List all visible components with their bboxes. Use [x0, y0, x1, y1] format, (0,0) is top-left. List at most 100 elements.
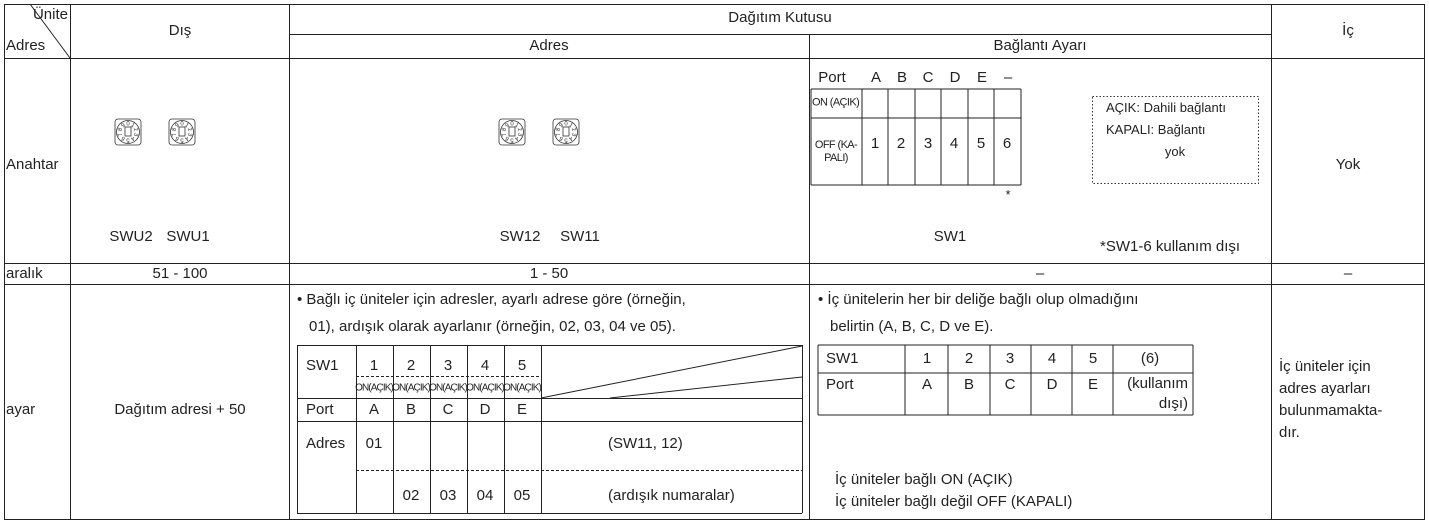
- cell-text: C: [442, 401, 454, 418]
- dial-digit: 2: [186, 127, 193, 133]
- cell-text: • İç ünitelerin her bir deliğe bağlı olu…: [818, 291, 1139, 308]
- dial-digit: 8: [501, 127, 508, 133]
- cell-text: SW1: [306, 357, 339, 374]
- cell-text: 5: [517, 357, 527, 374]
- cell-text: SW1: [933, 228, 967, 245]
- cell-text: B: [896, 69, 908, 86]
- cell-text: 5: [1088, 350, 1098, 367]
- cell-text: 03: [439, 487, 457, 504]
- dial-digit: 9: [120, 122, 127, 129]
- dial-digit: 3: [132, 132, 139, 138]
- cell-text: 2: [964, 350, 974, 367]
- rule: [609, 376, 803, 399]
- cell-text: D: [949, 69, 961, 86]
- dial-digit: 0: [126, 122, 130, 128]
- cell-text: Adres: [306, 435, 346, 452]
- cell-text: D: [1046, 376, 1058, 393]
- cell-text: SWU2: [109, 228, 153, 245]
- dial-digit: 8: [555, 127, 562, 133]
- dial-digit: 7: [171, 131, 178, 137]
- cell-text: 04: [476, 487, 494, 504]
- cell-text: 01: [365, 435, 383, 452]
- dial-ring: [500, 120, 524, 144]
- cell-text: 01), ardışık olarak ayarlanır (örneğin, …: [309, 318, 676, 335]
- cell-text: (SW11, 12): [608, 435, 683, 452]
- dial-ring: [170, 120, 194, 144]
- cell-text: Bağlantı Ayarı: [993, 37, 1087, 54]
- dial-ring: [116, 120, 140, 144]
- dial-digit: 0: [564, 122, 568, 128]
- cell-text: OFF (KA-PALI): [814, 139, 858, 164]
- dial-digit: 1: [513, 123, 520, 130]
- cell-text: belirtin (A, B, C, D ve E).: [830, 318, 994, 335]
- cell-text: B: [405, 401, 417, 418]
- cell-text: (ardışık numaralar): [608, 487, 735, 504]
- dial-digit: 3: [516, 132, 523, 138]
- cell-text: 1: [870, 135, 880, 152]
- legend-box: [1092, 96, 1259, 184]
- cell-text: 1: [369, 357, 379, 374]
- cell-text: Port: [306, 401, 334, 418]
- cell-text: 1 - 50: [529, 265, 569, 282]
- cell-text: A: [870, 69, 882, 86]
- dial-digit: 9: [174, 122, 181, 129]
- cell-text: *: [1005, 187, 1011, 202]
- dial-digit: 2: [516, 127, 523, 133]
- cell-text: SW11: [560, 228, 600, 245]
- cell-text: 51 - 100: [152, 265, 208, 282]
- cell-text: B: [963, 376, 975, 393]
- dial-pointer: [508, 126, 516, 137]
- dial-ring: [554, 120, 578, 144]
- cell-text: ON(AÇIK): [355, 382, 394, 394]
- dial-digit: 2: [132, 127, 139, 133]
- dial-digit: 8: [117, 127, 124, 133]
- cell-text: A: [921, 376, 933, 393]
- dial-digit: 6: [120, 134, 127, 141]
- cell-text: (kullanım dışı): [1127, 375, 1188, 412]
- cell-text: yok: [1164, 144, 1186, 159]
- dial-digit: 0: [510, 122, 514, 128]
- cell-text: 3: [923, 135, 933, 152]
- cell-text: Ünite: [32, 6, 68, 23]
- dial-digit: 0: [180, 122, 184, 128]
- dial-digit: 1: [183, 123, 190, 130]
- dial-digit: 5: [126, 137, 130, 143]
- dial-digit: 5: [564, 137, 568, 143]
- outer-border: [4, 4, 1425, 520]
- dial-digit: 4: [183, 135, 190, 142]
- cell-text: İç üniteler bağlı ON (AÇIK): [835, 471, 1013, 488]
- cell-text: aralık: [6, 265, 43, 282]
- dial-digit: 7: [117, 131, 124, 137]
- cell-text: 2: [896, 135, 906, 152]
- cell-text: –: [1003, 69, 1013, 86]
- dial-digit: 6: [174, 134, 181, 141]
- cell-text: 05: [513, 487, 531, 504]
- dial-pointer: [178, 126, 186, 137]
- dial-digit: 7: [555, 131, 562, 137]
- cell-text: Dağıtım adresi + 50: [114, 401, 246, 418]
- cell-text: AÇIK: Dahili bağlantı: [1106, 100, 1226, 115]
- cell-text: Adres: [6, 37, 46, 54]
- cell-text: Dağıtım Kutusu: [728, 9, 832, 26]
- dial-digit: 6: [504, 134, 511, 141]
- cell-text: 2: [406, 357, 416, 374]
- dial-digit: 2: [570, 127, 577, 133]
- cell-text: ON(AÇIK): [392, 382, 431, 394]
- cell-text: 02: [402, 487, 420, 504]
- dial-digit: 7: [501, 131, 508, 137]
- cell-text: ayar: [6, 401, 36, 418]
- dial-digit: 4: [513, 135, 520, 142]
- cell-text: –: [1343, 265, 1353, 282]
- dial-digit: 9: [504, 122, 511, 129]
- cell-text: 3: [443, 357, 453, 374]
- cell-text: 4: [1047, 350, 1057, 367]
- cell-text: • Bağlı iç üniteler için adresler, ayarl…: [297, 291, 686, 308]
- cell-text: ON(AÇIK): [503, 382, 542, 394]
- cell-text: Yok: [1335, 156, 1361, 173]
- cell-text: Adres: [529, 37, 569, 54]
- dial-digit: 5: [180, 137, 184, 143]
